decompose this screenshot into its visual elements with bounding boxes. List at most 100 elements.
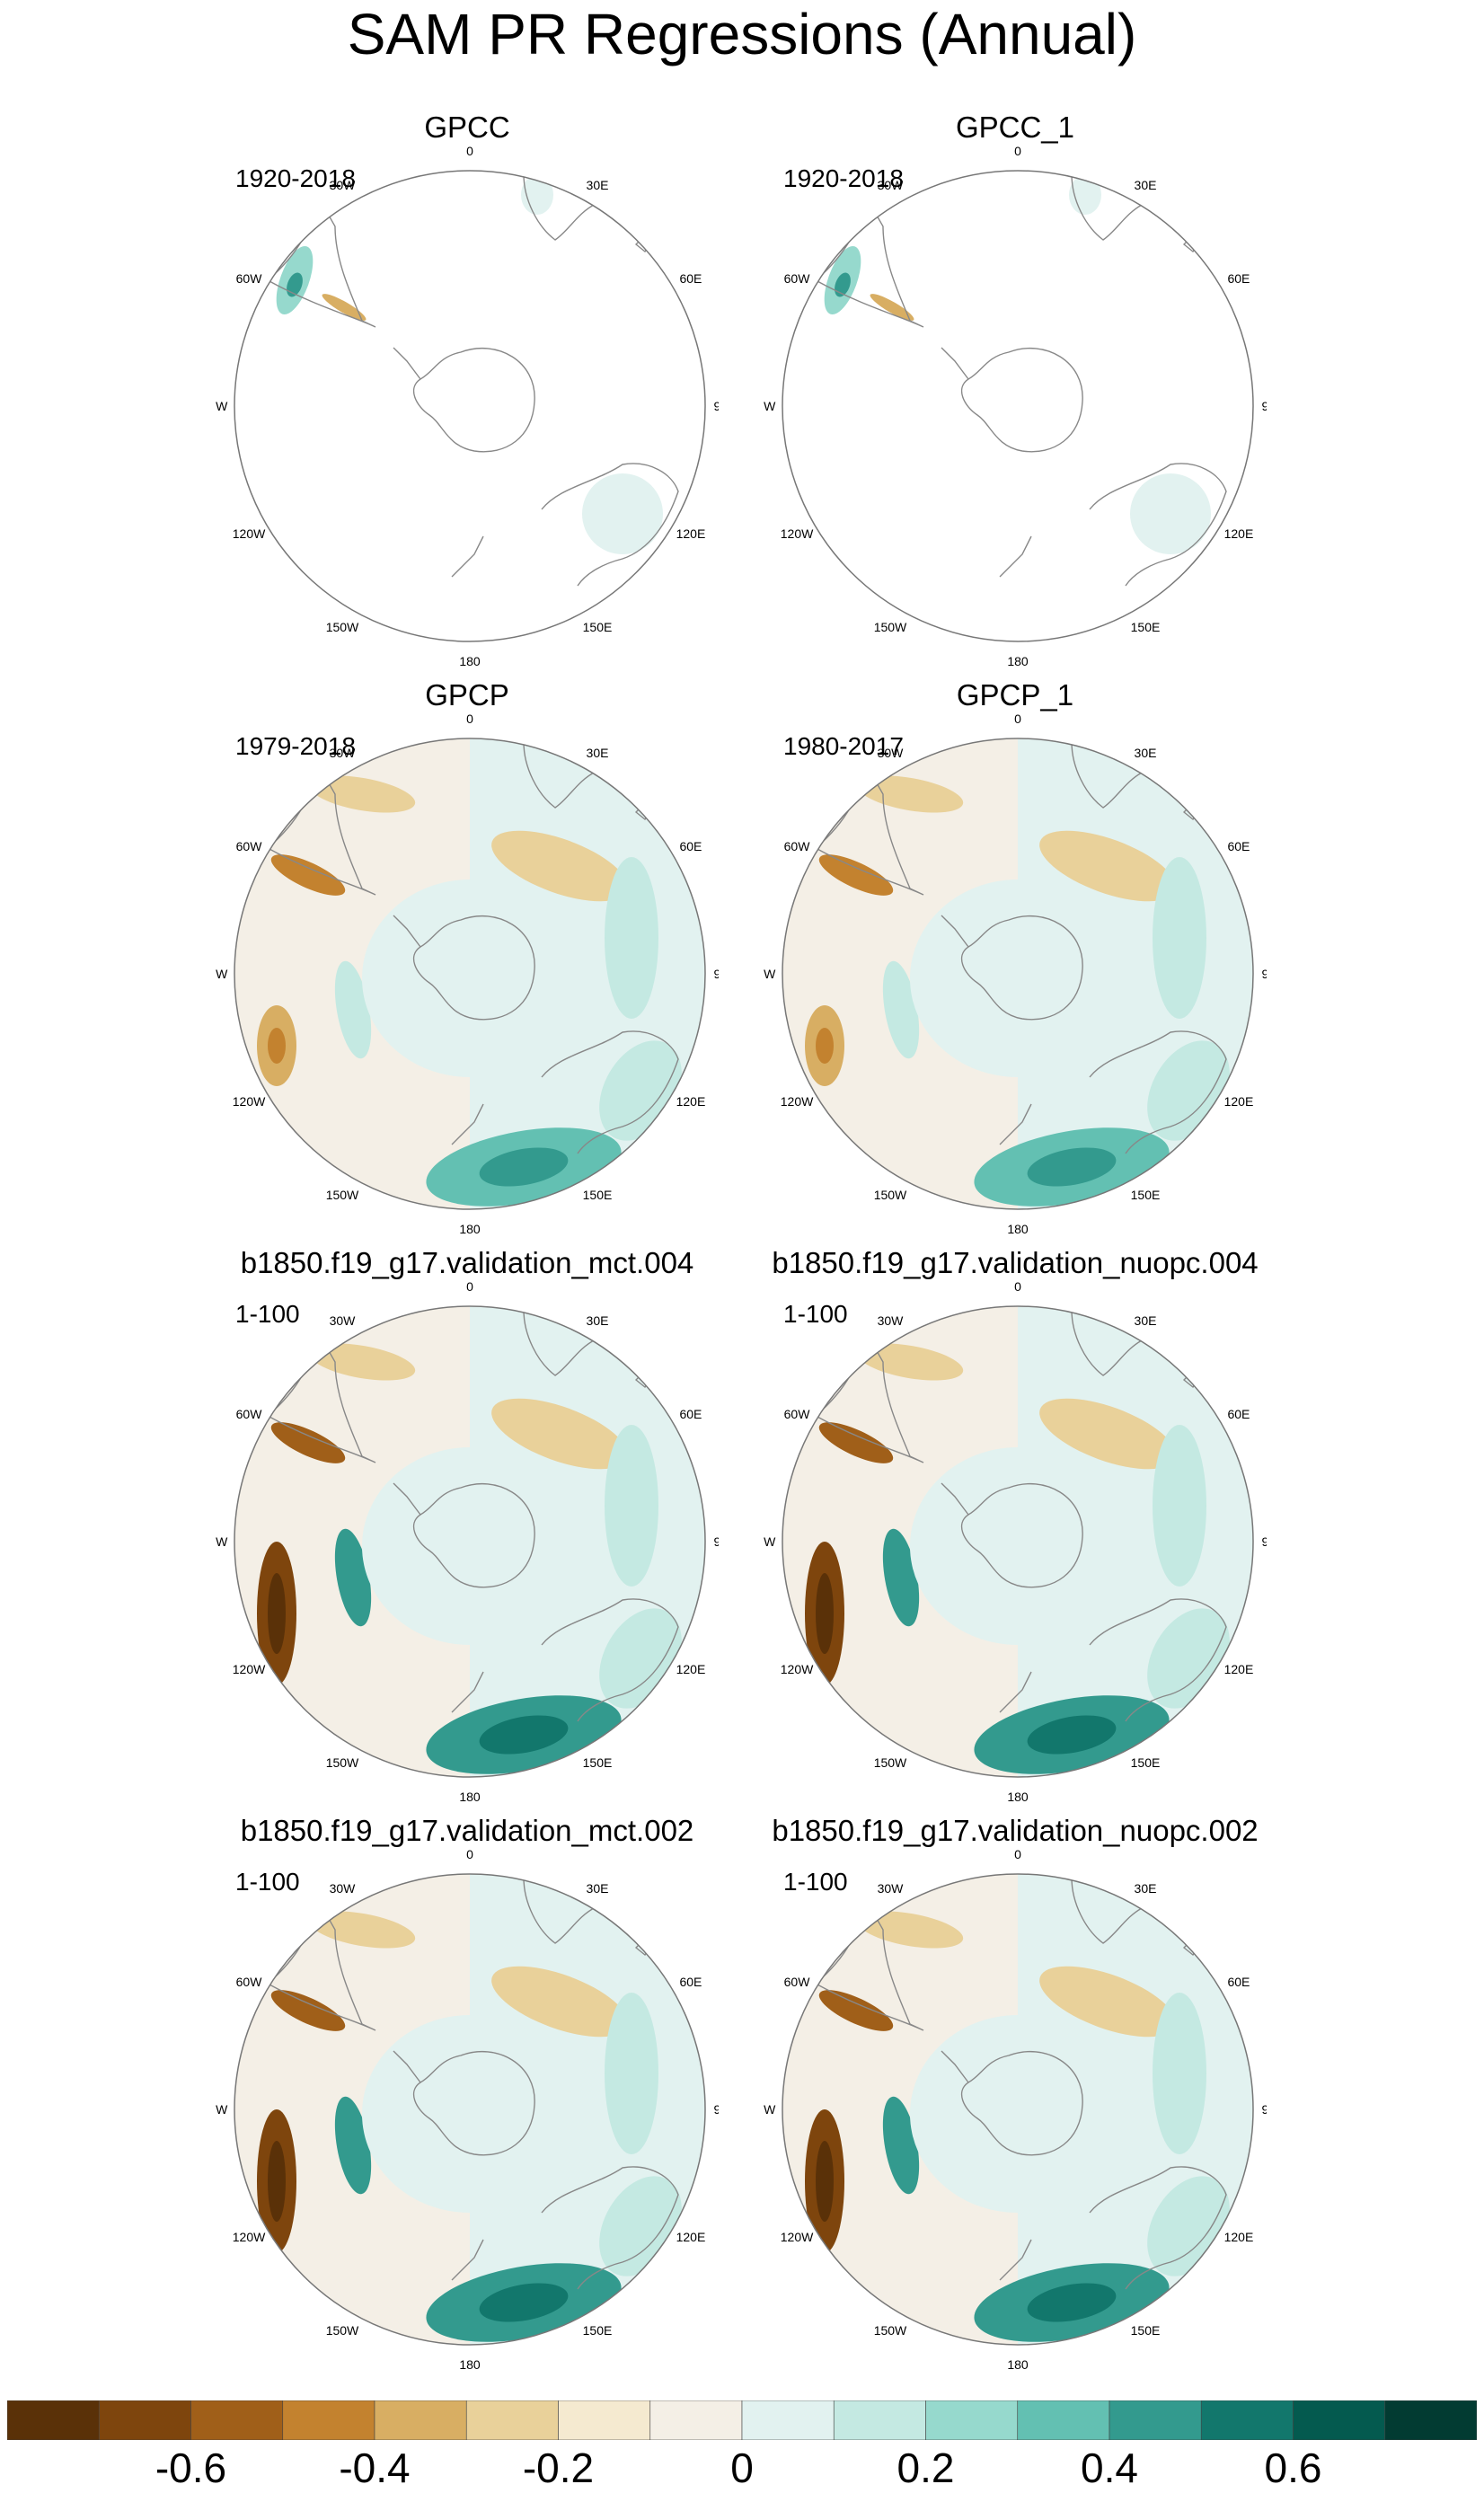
longitude-label: 180 <box>1007 1222 1029 1236</box>
map-boundary <box>234 738 706 1210</box>
longitude-label: 60W <box>236 1407 263 1421</box>
longitude-label: 30W <box>878 178 905 192</box>
field-blob <box>1039 830 1176 902</box>
longitude-label: 150W <box>874 1188 907 1202</box>
field-blob <box>268 2141 286 2222</box>
longitude-label: 120W <box>781 526 814 541</box>
colorbar-swatch <box>282 2400 375 2440</box>
longitude-label: 150W <box>874 620 907 634</box>
longitude-label: 150W <box>874 2323 907 2338</box>
map-boundary <box>234 1873 706 2346</box>
longitude-label: 150E <box>1131 2323 1161 2338</box>
figure-title: SAM PR Regressions (Annual) <box>347 2 1137 66</box>
longitude-label: 120W <box>233 526 266 541</box>
map-panel-nuopc004: b1850.f19_g17.validation_nuopc.004 0 30E 60… <box>764 1245 1267 1811</box>
longitude-label: 60W <box>236 1975 263 1989</box>
longitude-label: 90E <box>714 967 719 981</box>
colorbar-tick-label: 0.2 <box>897 2444 955 2491</box>
colorbar-swatch <box>1109 2400 1202 2440</box>
colorbar-swatch <box>833 2400 926 2440</box>
new-zealand-outline <box>999 1671 1032 1713</box>
africa-outline <box>1071 741 1144 809</box>
period-label: 1920-2018 <box>783 164 904 192</box>
longitude-label: 180 <box>459 2357 481 2372</box>
map-boundary <box>234 170 706 642</box>
antarctic-peninsula-outline <box>393 2050 421 2083</box>
australia-outline <box>541 1598 679 1722</box>
field-blob <box>270 1422 346 1463</box>
africa-outline <box>523 741 596 809</box>
antarctica-outline <box>960 915 1083 1021</box>
antarctica-outline <box>960 348 1083 453</box>
field-blob <box>362 880 578 1077</box>
antarctica-outline <box>412 1483 535 1588</box>
longitude-label: 120E <box>1224 1662 1254 1676</box>
longitude-label: 120E <box>676 1094 706 1109</box>
antarctic-peninsula-outline <box>941 2050 969 2083</box>
longitude-label: 120W <box>781 1662 814 1676</box>
field-blob <box>491 1398 628 1470</box>
longitude-label: 30W <box>330 1313 357 1328</box>
longitude-label: 0 <box>466 1847 473 1861</box>
new-zealand-outline <box>451 2239 484 2281</box>
longitude-label: 180 <box>1007 654 1029 668</box>
map-boundary <box>782 170 1254 642</box>
polar-stereographic-map: 0 30E 60E 90E 120E 150E 180 150W 120W 90W 60W 30W <box>216 1279 719 1804</box>
colorbar-swatch <box>7 2400 100 2440</box>
colorbar-swatch <box>1293 2400 1386 2440</box>
map-panel-gpcc1: GPCC_10 30E 60E 90E 120E 150E 180 150W 120W 90W 60… <box>764 110 1267 676</box>
longitude-label: 120W <box>233 1094 266 1109</box>
new-zealand-outline <box>451 1103 484 1145</box>
colorbar-swatch <box>925 2400 1019 2440</box>
field-blob <box>322 294 367 321</box>
new-zealand-outline <box>999 1103 1032 1145</box>
antarctica-outline <box>960 1483 1083 1588</box>
panel-title: GPCC <box>424 111 510 144</box>
longitude-label: 150W <box>326 1755 359 1770</box>
longitude-label: 90W <box>216 399 228 413</box>
longitude-label: 90E <box>714 2102 719 2117</box>
field-blob <box>334 2096 372 2195</box>
longitude-label: 60E <box>679 1407 702 1421</box>
period-label: 1-100 <box>235 1300 300 1328</box>
field-blob <box>1130 473 1211 554</box>
new-zealand-outline <box>999 2239 1032 2281</box>
longitude-label: 60W <box>236 839 263 853</box>
longitude-label: 30W <box>330 746 357 760</box>
field-blob <box>818 854 894 896</box>
longitude-label: 30W <box>330 178 357 192</box>
field-blob <box>1027 2283 1117 2322</box>
longitude-label: 90W <box>216 1534 228 1549</box>
longitude-label: 120W <box>233 2230 266 2244</box>
longitude-label: 30E <box>587 178 609 192</box>
longitude-label: 30W <box>878 746 905 760</box>
longitude-label: 120E <box>676 1662 706 1676</box>
field-blob <box>491 1966 628 2038</box>
field-blob <box>910 2015 1126 2213</box>
polar-stereographic-map: 0 30E 60E 90E 120E 150E 180 150W 120W 90W 60W 30W <box>764 1847 1267 2372</box>
longitude-label: 150E <box>1131 620 1161 634</box>
longitude-label: 120E <box>1224 1094 1254 1109</box>
period-label: 1980-2017 <box>783 732 904 760</box>
longitude-label: 90W <box>764 1534 776 1549</box>
field-blob <box>818 1990 894 2031</box>
colorbar-swatch <box>1384 2400 1477 2440</box>
map-panel-mct002: b1850.f19_g17.validation_mct.002 0 30E 60E 9… <box>216 1813 719 2379</box>
longitude-label: 0 <box>1014 1279 1021 1294</box>
map-boundary <box>782 738 1254 1210</box>
colorbar-swatch <box>1017 2400 1110 2440</box>
longitude-label: 150E <box>1131 1188 1161 1202</box>
antarctica-outline <box>412 348 535 453</box>
longitude-label: 150E <box>583 620 613 634</box>
antarctic-peninsula-outline <box>941 915 969 948</box>
longitude-label: 150W <box>326 620 359 634</box>
colorbar <box>7 2400 1477 2440</box>
longitude-label: 120E <box>676 2230 706 2244</box>
longitude-label: 0 <box>466 712 473 726</box>
map-panel-mct004: b1850.f19_g17.validation_mct.004 0 30E 60E 9… <box>216 1245 719 1811</box>
field-blob <box>818 1422 894 1463</box>
map-panel-nuopc002: b1850.f19_g17.validation_nuopc.002 0 30E 60… <box>764 1813 1267 2379</box>
longitude-label: 60W <box>784 1975 811 1989</box>
field-blob <box>268 1573 286 1654</box>
